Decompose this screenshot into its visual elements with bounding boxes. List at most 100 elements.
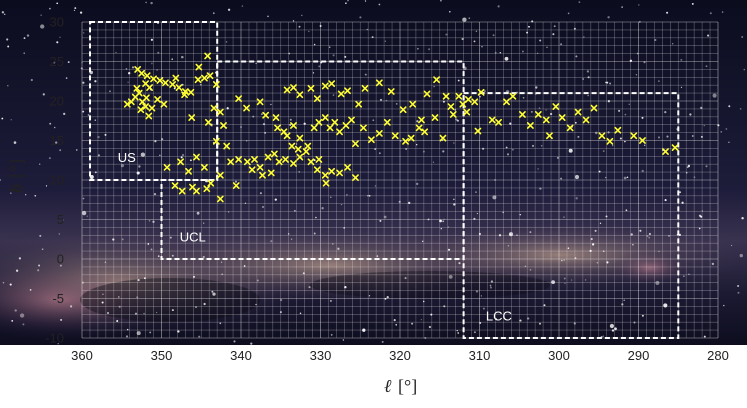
- data-point: [431, 114, 439, 121]
- data-point: [137, 106, 145, 114]
- data-point: [566, 124, 574, 132]
- y-tick-label: 10: [50, 173, 64, 188]
- data-point: [169, 81, 177, 88]
- data-point: [598, 132, 606, 140]
- data-point: [139, 98, 146, 106]
- data-point: [526, 122, 534, 129]
- data-point: [163, 163, 171, 171]
- data-point: [195, 63, 203, 71]
- data-point: [321, 114, 329, 121]
- data-point: [189, 183, 196, 191]
- data-point: [235, 95, 243, 103]
- x-tick-label: 280: [707, 348, 729, 363]
- data-point: [210, 104, 218, 112]
- data-point: [367, 136, 375, 144]
- data-point: [519, 111, 526, 118]
- data-point: [148, 104, 156, 112]
- y-tick-label: 15: [50, 133, 64, 148]
- data-point: [290, 160, 297, 167]
- x-tick-label: 320: [389, 348, 411, 363]
- data-point: [582, 116, 590, 124]
- data-point: [177, 158, 184, 166]
- data-point: [503, 98, 510, 106]
- data-point: [391, 132, 399, 140]
- data-point: [447, 103, 455, 110]
- data-point: [216, 108, 224, 116]
- region-label-ucl: UCL: [180, 230, 206, 245]
- data-point: [143, 72, 151, 80]
- data-point: [201, 163, 208, 171]
- data-point: [534, 111, 542, 118]
- data-point: [267, 169, 275, 177]
- data-point: [296, 91, 304, 99]
- data-point: [464, 96, 472, 103]
- data-point: [630, 132, 638, 140]
- data-point: [344, 87, 351, 95]
- x-tick-label: 330: [310, 348, 332, 363]
- region-outline-ucl: [160, 60, 465, 260]
- data-point: [127, 98, 135, 106]
- data-point: [274, 124, 281, 132]
- data-point: [256, 98, 264, 106]
- data-point: [455, 92, 463, 100]
- data-point: [463, 108, 471, 116]
- x-tick-label: 360: [71, 348, 93, 363]
- data-point: [172, 74, 180, 82]
- data-point: [188, 114, 196, 121]
- y-tick-label: -10: [45, 331, 64, 346]
- data-point: [275, 158, 283, 166]
- data-point: [614, 126, 622, 134]
- data-point: [477, 88, 485, 96]
- x-tick-label: 350: [151, 348, 173, 363]
- data-point: [558, 114, 566, 121]
- data-point: [352, 140, 359, 148]
- data-point: [288, 142, 296, 150]
- data-point: [546, 132, 553, 140]
- data-point: [355, 100, 363, 108]
- data-point: [387, 88, 395, 95]
- data-point: [439, 134, 447, 142]
- y-axis-unit: [°]: [6, 159, 26, 178]
- data-point: [185, 167, 192, 175]
- data-point: [423, 90, 431, 98]
- data-point: [402, 137, 409, 145]
- data-point: [294, 145, 302, 153]
- data-point: [232, 182, 240, 189]
- x-axis-unit: [°]: [398, 376, 417, 396]
- data-point: [138, 69, 146, 77]
- y-axis-label: b: [6, 184, 26, 193]
- data-point: [171, 182, 179, 189]
- data-point: [375, 79, 383, 87]
- data-point: [146, 84, 153, 91]
- data-point: [321, 171, 329, 179]
- data-point: [495, 118, 502, 126]
- data-point: [344, 163, 351, 171]
- data-point: [282, 156, 289, 163]
- data-point: [307, 158, 315, 166]
- data-point: [304, 142, 312, 150]
- data-point: [361, 84, 369, 92]
- data-point: [337, 90, 345, 98]
- x-tick-label: 340: [230, 348, 252, 363]
- data-point: [590, 104, 598, 112]
- data-point: [204, 52, 212, 60]
- data-point: [256, 163, 264, 171]
- data-point: [160, 100, 168, 108]
- data-point: [328, 167, 336, 175]
- region-boxes: US UCL LCC: [89, 21, 680, 339]
- region-outline-lcc: [462, 92, 680, 339]
- data-point: [639, 137, 646, 144]
- data-point: [471, 98, 479, 106]
- data-point: [296, 153, 304, 161]
- data-point: [336, 128, 343, 136]
- data-point: [181, 91, 188, 99]
- data-point: [283, 86, 291, 94]
- data-point: [383, 118, 391, 126]
- data-point: [283, 132, 291, 140]
- x-tick-label: 310: [469, 348, 491, 363]
- data-point: [606, 137, 614, 145]
- data-point: [459, 100, 467, 108]
- data-point: [156, 77, 164, 84]
- data-point: [203, 185, 211, 193]
